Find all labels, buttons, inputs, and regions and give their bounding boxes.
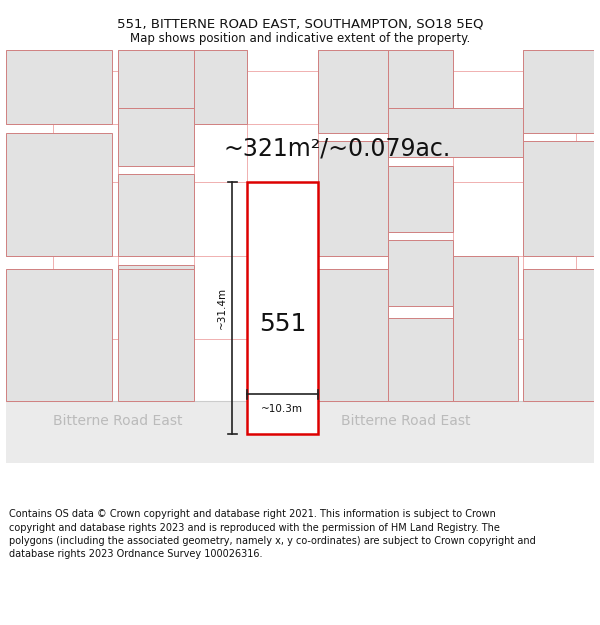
Text: ~10.3m: ~10.3m — [262, 404, 304, 414]
Bar — [118, 50, 194, 108]
Text: ~321m²/~0.079ac.: ~321m²/~0.079ac. — [224, 137, 451, 161]
Text: ~31.4m: ~31.4m — [217, 287, 227, 329]
Text: Bitterne Road East: Bitterne Road East — [53, 414, 182, 428]
Bar — [118, 269, 194, 401]
Text: 551, BITTERNE ROAD EAST, SOUTHAMPTON, SO18 5EQ: 551, BITTERNE ROAD EAST, SOUTHAMPTON, SO… — [117, 18, 483, 30]
Bar — [523, 269, 594, 401]
Bar — [6, 401, 594, 462]
Bar — [388, 240, 453, 306]
Bar — [523, 141, 594, 256]
Bar — [317, 50, 388, 132]
Text: Map shows position and indicative extent of the property.: Map shows position and indicative extent… — [130, 32, 470, 45]
Bar — [453, 256, 518, 401]
Bar — [388, 166, 453, 231]
Bar — [6, 132, 112, 256]
Bar — [118, 174, 194, 256]
Text: Contains OS data © Crown copyright and database right 2021. This information is : Contains OS data © Crown copyright and d… — [9, 509, 536, 559]
Bar — [247, 182, 317, 434]
Bar — [118, 264, 194, 339]
Bar — [523, 50, 594, 132]
Bar — [6, 50, 112, 124]
Text: 551: 551 — [259, 312, 306, 336]
Bar — [388, 318, 453, 401]
Text: Bitterne Road East: Bitterne Road East — [341, 414, 470, 428]
Bar — [388, 107, 523, 158]
Bar — [317, 269, 388, 401]
Bar — [118, 107, 194, 166]
Bar — [317, 141, 388, 256]
Bar — [388, 50, 453, 108]
Bar — [6, 269, 112, 401]
Bar — [194, 50, 247, 124]
